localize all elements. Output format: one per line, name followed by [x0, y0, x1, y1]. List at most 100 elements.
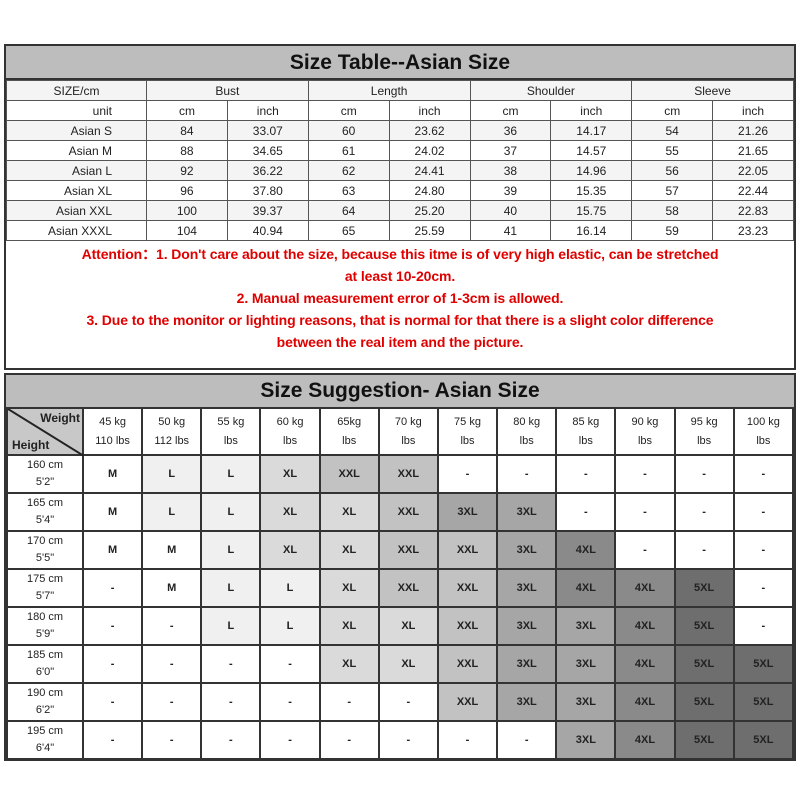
weight-height-corner: Weight Height	[6, 407, 84, 456]
height-header: 165 cm 5'4"	[6, 492, 84, 532]
weight-kg: 100 kg	[746, 415, 780, 428]
size-suggestion-cell: -	[81, 720, 144, 760]
size-suggestion-cell: -	[673, 454, 735, 494]
weight-header: 70 kg lbs	[377, 407, 439, 456]
weight-header: 50 kg 112 lbs	[141, 407, 203, 456]
value-cell: 40.94	[226, 220, 309, 241]
size-suggestion-cell: 5XL	[732, 682, 795, 722]
weight-lbs: lbs	[342, 434, 357, 447]
size-suggestion-cell: 4XL	[614, 568, 676, 608]
value-cell: 61	[307, 140, 390, 161]
value-cell: 14.96	[550, 160, 633, 181]
value-cell: 23.23	[712, 220, 794, 241]
value-cell: 14.17	[550, 120, 633, 141]
value-cell: 22.44	[712, 180, 794, 201]
weight-header: 45 kg 110 lbs	[81, 407, 144, 456]
value-cell: 55	[631, 140, 714, 161]
size-suggestion-cell: 3XL	[496, 606, 558, 646]
value-cell: 37	[469, 140, 552, 161]
value-cell: 24.80	[388, 180, 471, 201]
size-suggestion-cell: -	[259, 644, 321, 684]
size-suggestion-cell: L	[141, 454, 203, 494]
height-header: 175 cm 5'7"	[6, 568, 84, 608]
height-header: 180 cm 5'9"	[6, 606, 84, 646]
size-suggestion-cell: -	[673, 530, 735, 570]
size-label: Asian XL	[6, 180, 147, 201]
size-label: Asian L	[6, 160, 147, 181]
height-ft: 5'9"	[35, 628, 55, 640]
size-suggestion-cell: XXL	[377, 454, 439, 494]
size-suggestion-cell: XL	[318, 644, 380, 684]
unit-cell: inch	[550, 100, 633, 121]
header-cell: Length	[307, 80, 471, 101]
weight-lbs: lbs	[401, 434, 416, 447]
unit-cell: inch	[388, 100, 471, 121]
table-row: Asian XXL 100 39.37 64 25.20 40 15.75 58 22.83	[6, 200, 794, 221]
size-suggestion-cell: L	[259, 606, 321, 646]
weight-kg: 65kg	[337, 415, 362, 428]
size-label: Asian XXL	[6, 200, 147, 221]
height-ft: 5'4"	[35, 514, 55, 526]
unit-cell: cm	[307, 100, 390, 121]
height-ft: 5'2"	[35, 476, 55, 488]
size-suggestion-cell: -	[200, 644, 262, 684]
height-cm: 190 cm	[26, 687, 64, 699]
weight-lbs: lbs	[223, 434, 238, 447]
size-suggestion-cell: -	[81, 644, 144, 684]
weight-header: 80 kg lbs	[496, 407, 558, 456]
value-cell: 22.05	[712, 160, 794, 181]
size-suggestion-cell: 5XL	[732, 720, 795, 760]
height-ft: 5'7"	[35, 590, 55, 602]
size-suggestion-cell: -	[377, 682, 439, 722]
size-suggestion-cell: -	[496, 720, 558, 760]
size-suggestion-cell: 3XL	[496, 682, 558, 722]
value-cell: 24.41	[388, 160, 471, 181]
size-suggestion-cell: 4XL	[614, 606, 676, 646]
unit-cell: cm	[631, 100, 714, 121]
value-cell: 100	[146, 200, 228, 221]
size-suggestion-cell: XXL	[436, 606, 499, 646]
size-suggestion-cell: -	[141, 682, 203, 722]
value-cell: 39	[469, 180, 552, 201]
size-suggestion-cell: 5XL	[673, 568, 735, 608]
size-suggestion-cell: -	[141, 720, 203, 760]
size-suggestion-cell: 3XL	[555, 682, 617, 722]
size-suggestion-cell: -	[732, 454, 795, 494]
size-suggestion-cell: 3XL	[436, 492, 499, 532]
size-suggestion-cell: XXL	[377, 530, 439, 570]
value-cell: 15.75	[550, 200, 633, 221]
size-suggestion-cell: -	[732, 606, 795, 646]
weight-kg: 45 kg	[99, 415, 127, 428]
header-row-groups: SIZE/cm Bust Length Shoulder Sleeve	[6, 80, 794, 101]
value-cell: 54	[631, 120, 714, 141]
height-cm: 195 cm	[26, 725, 64, 737]
value-cell: 92	[146, 160, 228, 181]
value-cell: 36.22	[226, 160, 309, 181]
size-suggestion-cell: L	[200, 568, 262, 608]
size-suggestion-cell: -	[141, 606, 203, 646]
height-row: 180 cm 5'9" - - L L XL XL XXL 3XL 3XL 4XL 5XL -	[6, 606, 795, 646]
size-suggestion-cell: -	[259, 682, 321, 722]
value-cell: 24.02	[388, 140, 471, 161]
weight-kg: 90 kg	[631, 415, 659, 428]
size-suggestion-cell: 5XL	[673, 682, 735, 722]
value-cell: 104	[146, 220, 228, 241]
size-suggestion-cell: 4XL	[614, 682, 676, 722]
size-suggestion-cell: -	[555, 492, 617, 532]
size-label: Asian M	[6, 140, 147, 161]
header-cell: SIZE/cm	[6, 80, 147, 101]
size-suggestion-cell: -	[141, 644, 203, 684]
size-suggestion-cell: XXL	[436, 530, 499, 570]
size-suggestion-cell: 3XL	[496, 530, 558, 570]
size-suggestion-table: Weight Height 45 kg 110 lbs 50 kg 112 lbs 55 k…	[6, 407, 795, 760]
size-suggestion-cell: 3XL	[555, 606, 617, 646]
unit-cell: cm	[469, 100, 552, 121]
size-suggestion-cell: XXL	[318, 454, 380, 494]
height-ft: 6'0"	[35, 666, 55, 678]
size-suggestion-title: Size Suggestion- Asian Size	[6, 375, 794, 407]
height-header: 185 cm 6'0"	[6, 644, 84, 684]
size-suggestion-cell: XXL	[436, 682, 499, 722]
unit-cell: unit	[6, 100, 147, 121]
value-cell: 60	[307, 120, 390, 141]
size-suggestion-cell: XL	[318, 530, 380, 570]
